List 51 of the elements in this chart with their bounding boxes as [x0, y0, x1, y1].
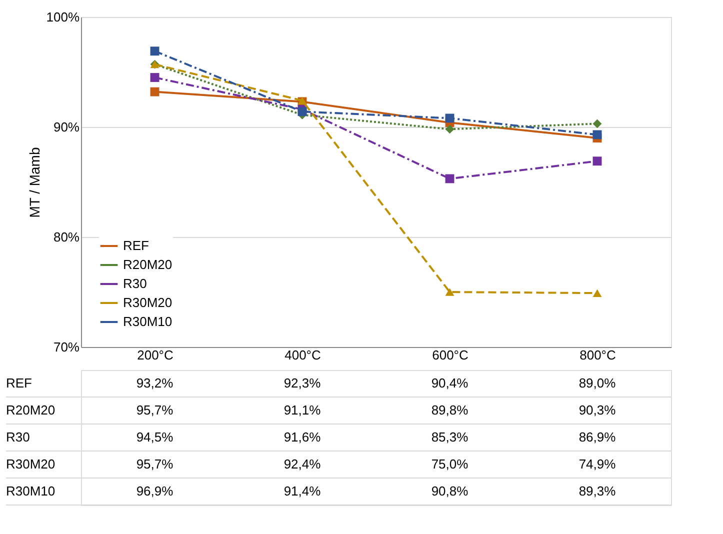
data-label: 94,5%	[136, 430, 174, 444]
data-label: 89,0%	[578, 376, 616, 390]
point	[445, 124, 454, 134]
legend-label: R20M20	[123, 257, 172, 272]
text: R30	[6, 430, 30, 444]
data-label: 95,7%	[136, 402, 174, 418]
text: REF	[6, 376, 32, 390]
x-tick-label: 600°C	[432, 348, 468, 362]
point	[445, 288, 454, 296]
point	[298, 107, 307, 116]
data-label: 96,9%	[136, 484, 174, 498]
text: R20M20	[6, 402, 56, 418]
data-label: 91,1%	[284, 402, 322, 418]
y-tick-label: 70%	[53, 340, 80, 354]
point	[592, 289, 602, 297]
data-label: 90,4%	[431, 376, 469, 390]
legend-label: REF	[123, 238, 150, 253]
x-tick-label: 200°C	[137, 348, 174, 362]
point	[592, 119, 602, 128]
data-label: 86,9%	[578, 430, 616, 444]
legend-label: R30M10	[123, 314, 172, 329]
data-label: 91,4%	[284, 484, 322, 498]
data-label: 75,0%	[431, 456, 469, 472]
y-tick-label: 80%	[53, 230, 80, 244]
data-label: 91,6%	[284, 430, 322, 444]
legend-label: R30M20	[123, 295, 172, 310]
x-tick-label: 400°C	[284, 348, 321, 362]
point	[592, 130, 602, 140]
point	[445, 114, 454, 123]
point	[150, 46, 160, 56]
data-label: 92,4%	[284, 456, 322, 472]
legend-label: R30	[123, 276, 147, 291]
y-axis-title: MT / Mamb	[26, 147, 42, 218]
y-tick-label: 100%	[46, 10, 80, 24]
point	[592, 156, 602, 166]
data-label: 93,2%	[136, 376, 174, 390]
point	[445, 174, 454, 184]
y-tick-label: 90%	[53, 120, 80, 134]
data-label: 92,3%	[284, 376, 322, 390]
text: R30M10	[6, 484, 56, 498]
point	[150, 87, 160, 96]
data-label: 90,3%	[578, 402, 616, 418]
data-label: 74,9%	[578, 456, 616, 472]
data-label: 90,8%	[431, 484, 469, 498]
x-tick-label: 800°C	[580, 348, 616, 362]
data-label: 89,8%	[431, 402, 469, 418]
data-label: 85,3%	[431, 430, 469, 444]
data-label: 95,7%	[136, 456, 174, 472]
data-label: 89,3%	[578, 484, 616, 498]
point	[150, 73, 160, 82]
text: R30M20	[6, 456, 56, 472]
